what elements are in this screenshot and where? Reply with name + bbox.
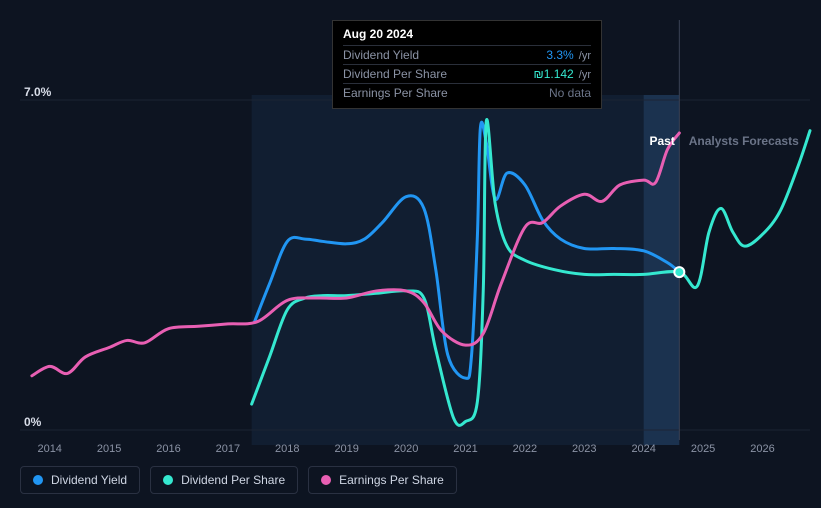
forecast-region-label: Analysts Forecasts [689, 134, 799, 148]
legend-item-label: Dividend Yield [51, 473, 127, 487]
svg-text:2015: 2015 [97, 443, 121, 455]
svg-text:0%: 0% [24, 415, 42, 429]
tooltip-row-value: ₪1.142 /yr [534, 67, 592, 81]
svg-text:2026: 2026 [750, 443, 774, 455]
svg-text:2016: 2016 [156, 443, 180, 455]
tooltip-row: Earnings Per Share No data [343, 83, 591, 102]
tooltip-title: Aug 20 2024 [343, 27, 591, 45]
svg-text:2023: 2023 [572, 443, 596, 455]
svg-text:7.0%: 7.0% [24, 85, 52, 99]
svg-text:2019: 2019 [334, 443, 358, 455]
tooltip-row-label: Earnings Per Share [343, 86, 448, 100]
tooltip-row-label: Dividend Yield [343, 48, 419, 62]
legend-item-label: Earnings Per Share [339, 473, 444, 487]
svg-text:2021: 2021 [453, 443, 477, 455]
svg-text:2020: 2020 [394, 443, 418, 455]
svg-text:2025: 2025 [691, 443, 715, 455]
tooltip-row: Dividend Per Share ₪1.142 /yr [343, 64, 591, 83]
svg-text:2018: 2018 [275, 443, 299, 455]
legend-item-label: Dividend Per Share [181, 473, 285, 487]
tooltip-row-label: Dividend Per Share [343, 67, 447, 81]
chart-legend: Dividend Yield Dividend Per Share Earnings… [20, 466, 457, 494]
legend-dot-icon [163, 475, 173, 485]
svg-text:2014: 2014 [37, 443, 61, 455]
tooltip-row: Dividend Yield 3.3% /yr [343, 45, 591, 64]
svg-text:2022: 2022 [513, 443, 537, 455]
svg-text:2017: 2017 [216, 443, 240, 455]
svg-text:2024: 2024 [631, 443, 655, 455]
tooltip-row-value: 3.3% /yr [546, 48, 591, 62]
legend-item-dividend_yield[interactable]: Dividend Yield [20, 466, 140, 494]
legend-item-earnings_per_share[interactable]: Earnings Per Share [308, 466, 457, 494]
past-region-label: Past [649, 134, 674, 148]
tooltip-row-value: No data [549, 86, 591, 100]
legend-dot-icon [321, 475, 331, 485]
legend-dot-icon [33, 475, 43, 485]
legend-item-dividend_per_share[interactable]: Dividend Per Share [150, 466, 298, 494]
chart-tooltip: Aug 20 2024 Dividend Yield3.3% /yrDivide… [332, 20, 602, 109]
